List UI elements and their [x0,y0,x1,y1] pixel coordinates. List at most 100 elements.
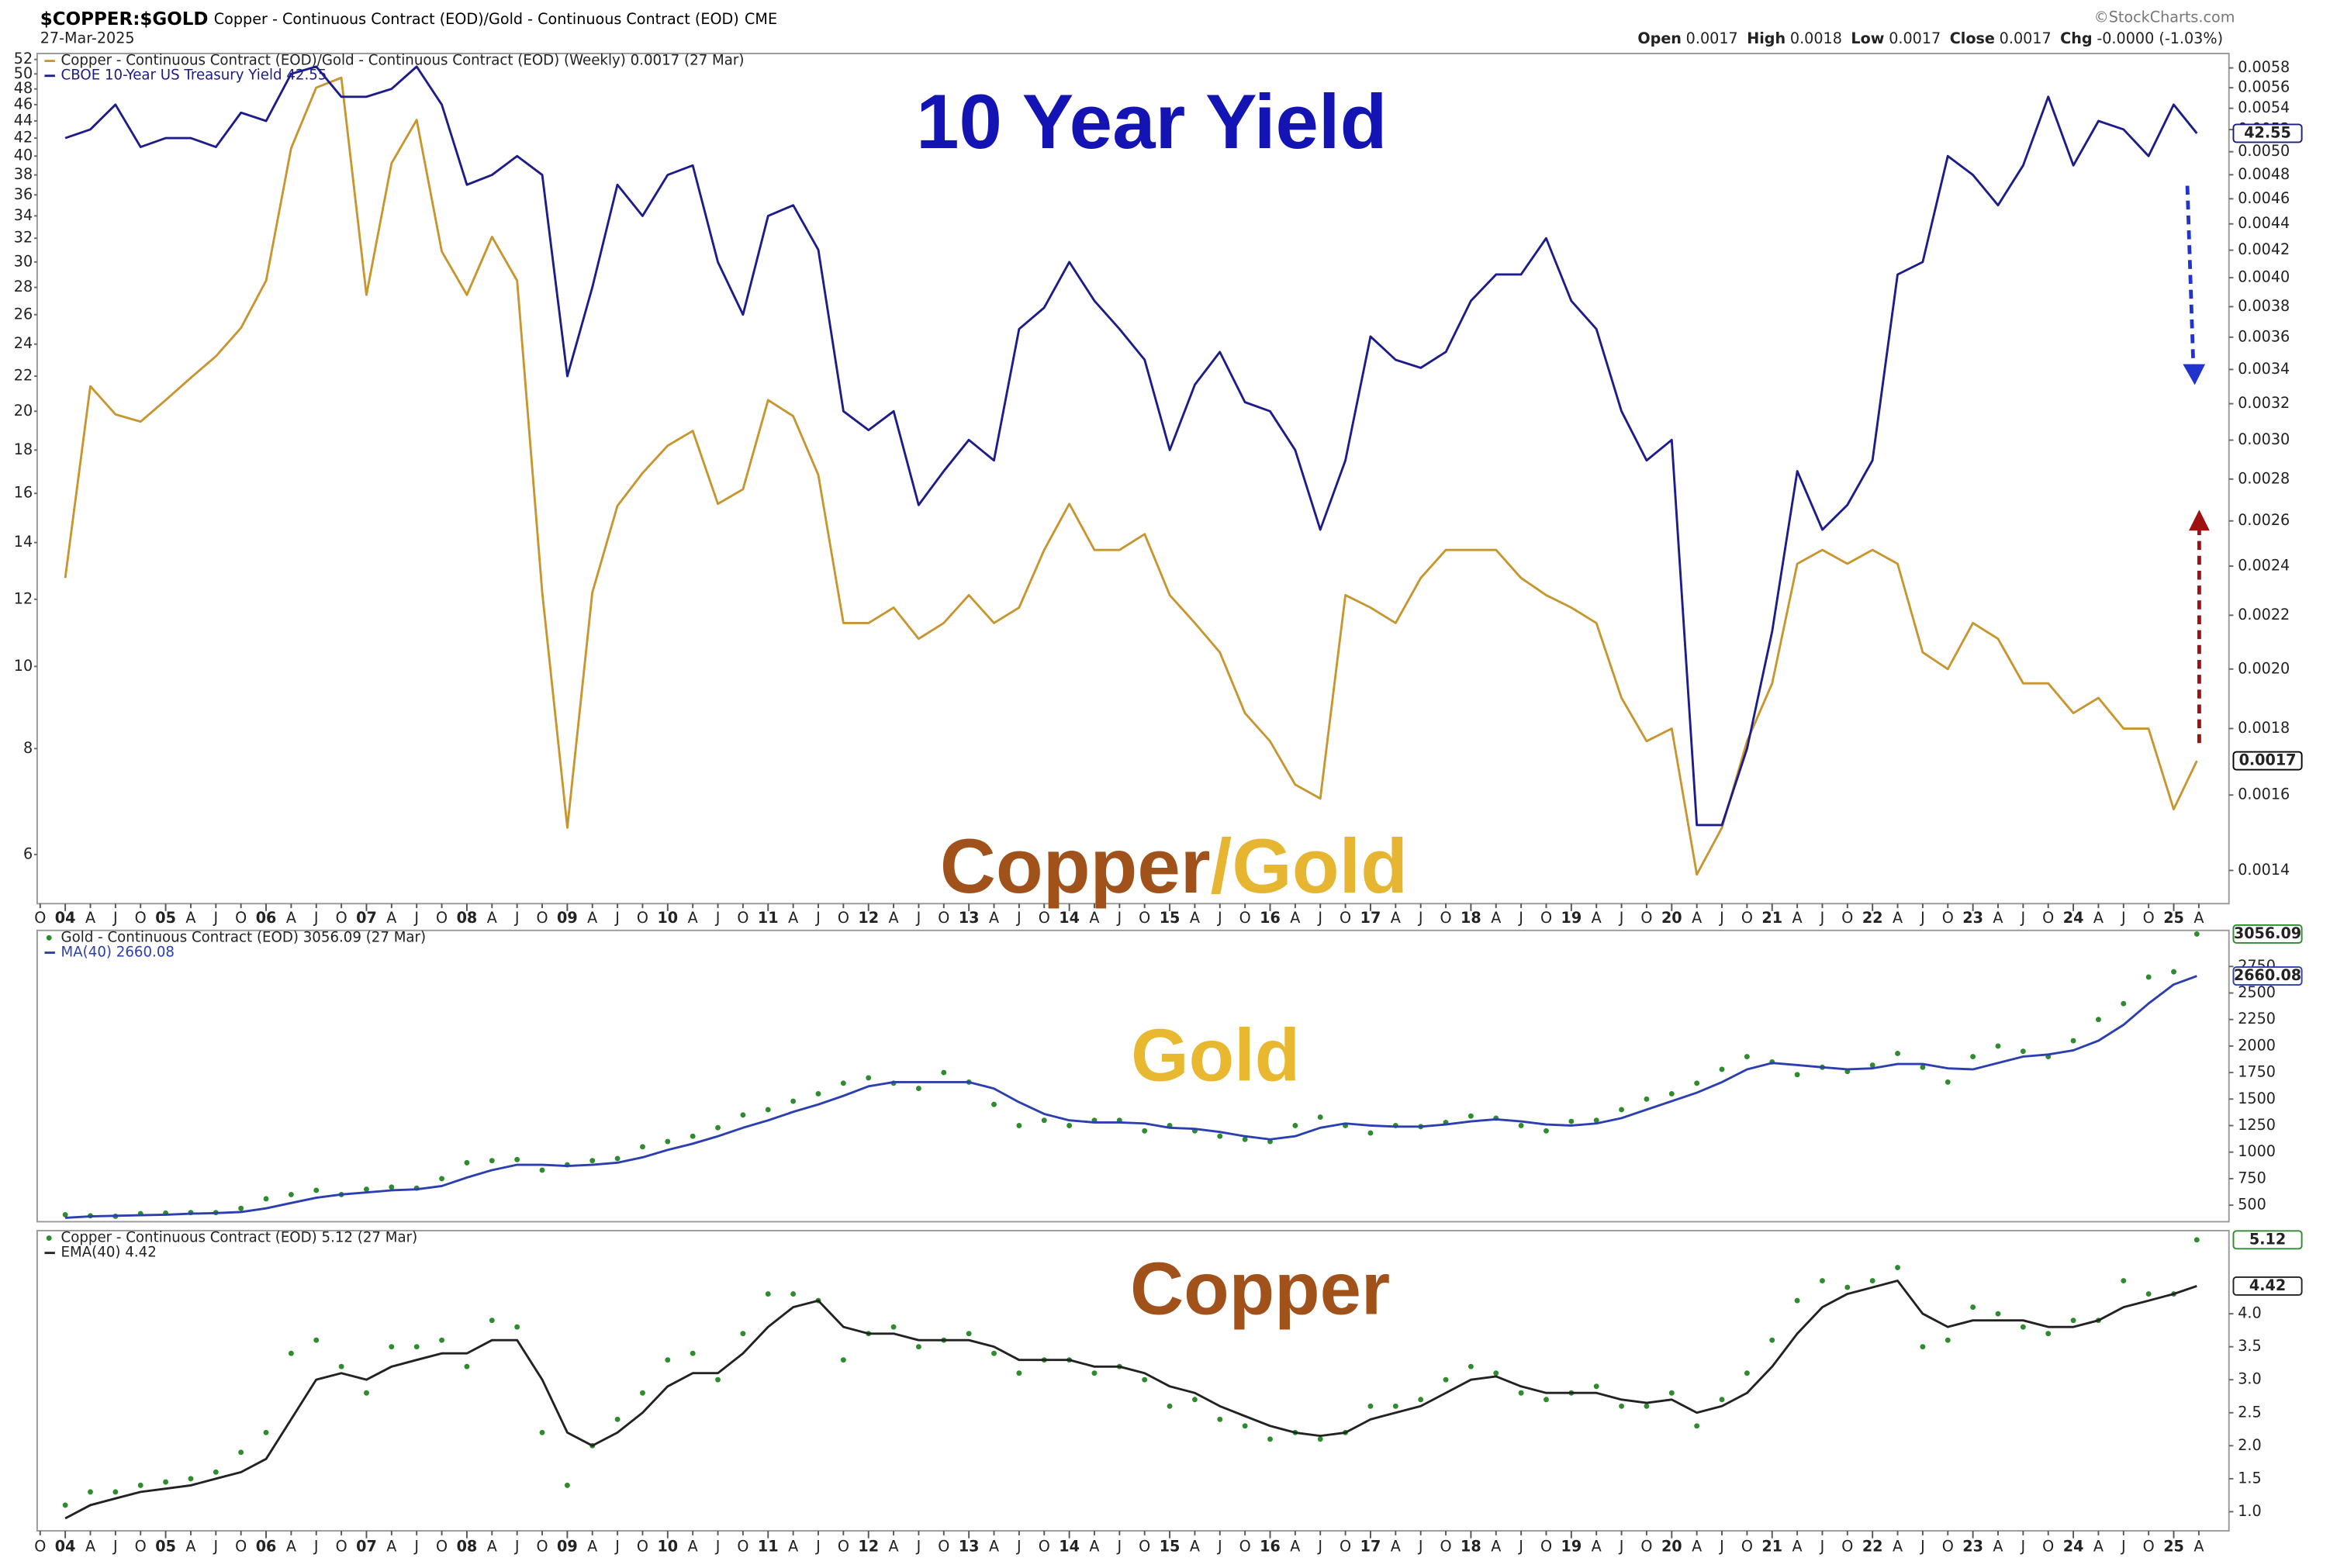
x-tick-label: O [1841,909,1853,927]
data-point [539,1167,545,1173]
x-tick-label: 08 [457,909,478,927]
data-point [188,1476,194,1482]
y-tick-label: 0.0030 [2238,430,2290,448]
x-tick-label: J [1317,909,1322,927]
y-tick-label: 0.0042 [2238,240,2290,258]
x-tick-label: A [286,909,296,927]
data-point [1644,1096,1650,1102]
x-tick-label: O [1640,1538,1652,1556]
x-tick-label: A [386,909,396,927]
x-tick-label: 16 [1260,1538,1281,1556]
y-tick-label: 500 [2238,1196,2266,1214]
exchange: CME [745,9,777,27]
x-tick-label: A [2093,1538,2104,1556]
arrow-down [2185,185,2196,364]
data-point [364,1186,369,1193]
value-tag [2232,966,2303,986]
x-tick-label: J [112,909,118,927]
x-tick-label: A [487,1538,497,1556]
x-tick-label: J [1518,909,1523,927]
y-tick-label: 750 [2238,1169,2266,1186]
data-point [1518,1123,1524,1128]
y-tick-label: 0.0058 [2238,58,2290,76]
y-tick-label: 42 [14,129,33,147]
data-point [991,1350,997,1356]
x-tick-label: O [1942,909,1954,927]
data-point [2193,1237,2200,1243]
data-point [539,1429,545,1435]
series-line [64,76,2198,876]
quote-value: 0.0017 [1889,29,1941,47]
x-tick-label: 06 [256,1538,277,1556]
data-point [439,1337,445,1343]
x-tick-label: J [1418,1538,1423,1556]
y-tick-label: 0.0054 [2238,98,2290,116]
y-tick-label: 3.0 [2238,1370,2261,1388]
y-tick-label: 30 [14,252,33,270]
value-tag [2232,123,2303,143]
x-tick-label: A [1792,1538,1803,1556]
data-point [1367,1403,1374,1409]
data-point [1142,1128,1148,1134]
data-point [1242,1136,1248,1142]
legend-label: Copper - Continuous Contract (EOD)/Gold … [61,53,745,69]
data-point [313,1187,320,1193]
x-tick-label: J [1117,909,1122,927]
quote: Open 0.0017 High 0.0018 Low 0.0017 Close 0.0017… [1637,29,2223,47]
x-tick-label: A [487,909,497,927]
x-tick-label: J [1117,1538,1122,1556]
x-tick-label: O [938,1538,949,1556]
data-point [88,1489,93,1495]
y-tick-label: 50 [14,64,33,82]
x-tick-label: O [838,1538,849,1556]
data-point [137,1482,143,1488]
x-tick-label: O [2143,909,2155,927]
y-tick-label: 0.0026 [2238,511,2290,529]
y-tick-label: 8 [23,739,33,757]
series-line [65,975,2197,1219]
x-tick-label: O [436,909,448,927]
data-point [840,1080,846,1086]
data-point [790,1291,797,1297]
x-tick-label: O [838,909,849,927]
data-point [112,1489,119,1495]
x-tick-label: A [1592,909,1602,927]
x-tick-label: 17 [1360,1538,1381,1556]
x-tick-label: J [1217,1538,1222,1556]
x-tick-label: 07 [356,1538,377,1556]
value-tag [2232,924,2303,944]
x-tick-label: O [1239,1538,1251,1556]
data-point [1568,1118,1575,1124]
y-tick-label: 0.0040 [2238,268,2290,286]
x-tick-label: O [637,1538,648,1556]
y-tick-label: 0.0016 [2238,786,2290,803]
data-point [1267,1436,1273,1442]
x-tick-label: J [1920,1538,1925,1556]
data-point [1443,1376,1449,1383]
data-point [2121,1278,2127,1284]
y-tick-label: 0.0050 [2238,142,2290,160]
x-tick-label: J [1518,1538,1523,1556]
x-tick-label: A [1993,909,2003,927]
y-tick-label: 0.0036 [2238,327,2290,345]
data-point [915,1086,921,1092]
data-point [2070,1318,2076,1324]
x-tick-label: A [1391,909,1401,927]
x-tick-label: 23 [1962,909,1983,927]
data-point [1317,1114,1323,1121]
y-tick-label: 2500 [2238,983,2276,1001]
quote-label: High [1747,29,1786,47]
x-tick-label: J [1719,1538,1724,1556]
quote-value: 0.0017 [2000,29,2052,47]
x-tick-label: 11 [758,1538,779,1556]
y-tick-label: 1250 [2238,1116,2276,1134]
data-point [514,1324,520,1330]
x-tick-label: J [1619,909,1624,927]
x-tick-label: O [436,1538,448,1556]
data-point [1744,1370,1750,1376]
data-point [263,1429,269,1435]
x-tick-label: 15 [1160,1538,1181,1556]
x-tick-label: A [1089,909,1099,927]
x-tick-label: A [889,1538,899,1556]
x-tick-label: O [34,909,46,927]
